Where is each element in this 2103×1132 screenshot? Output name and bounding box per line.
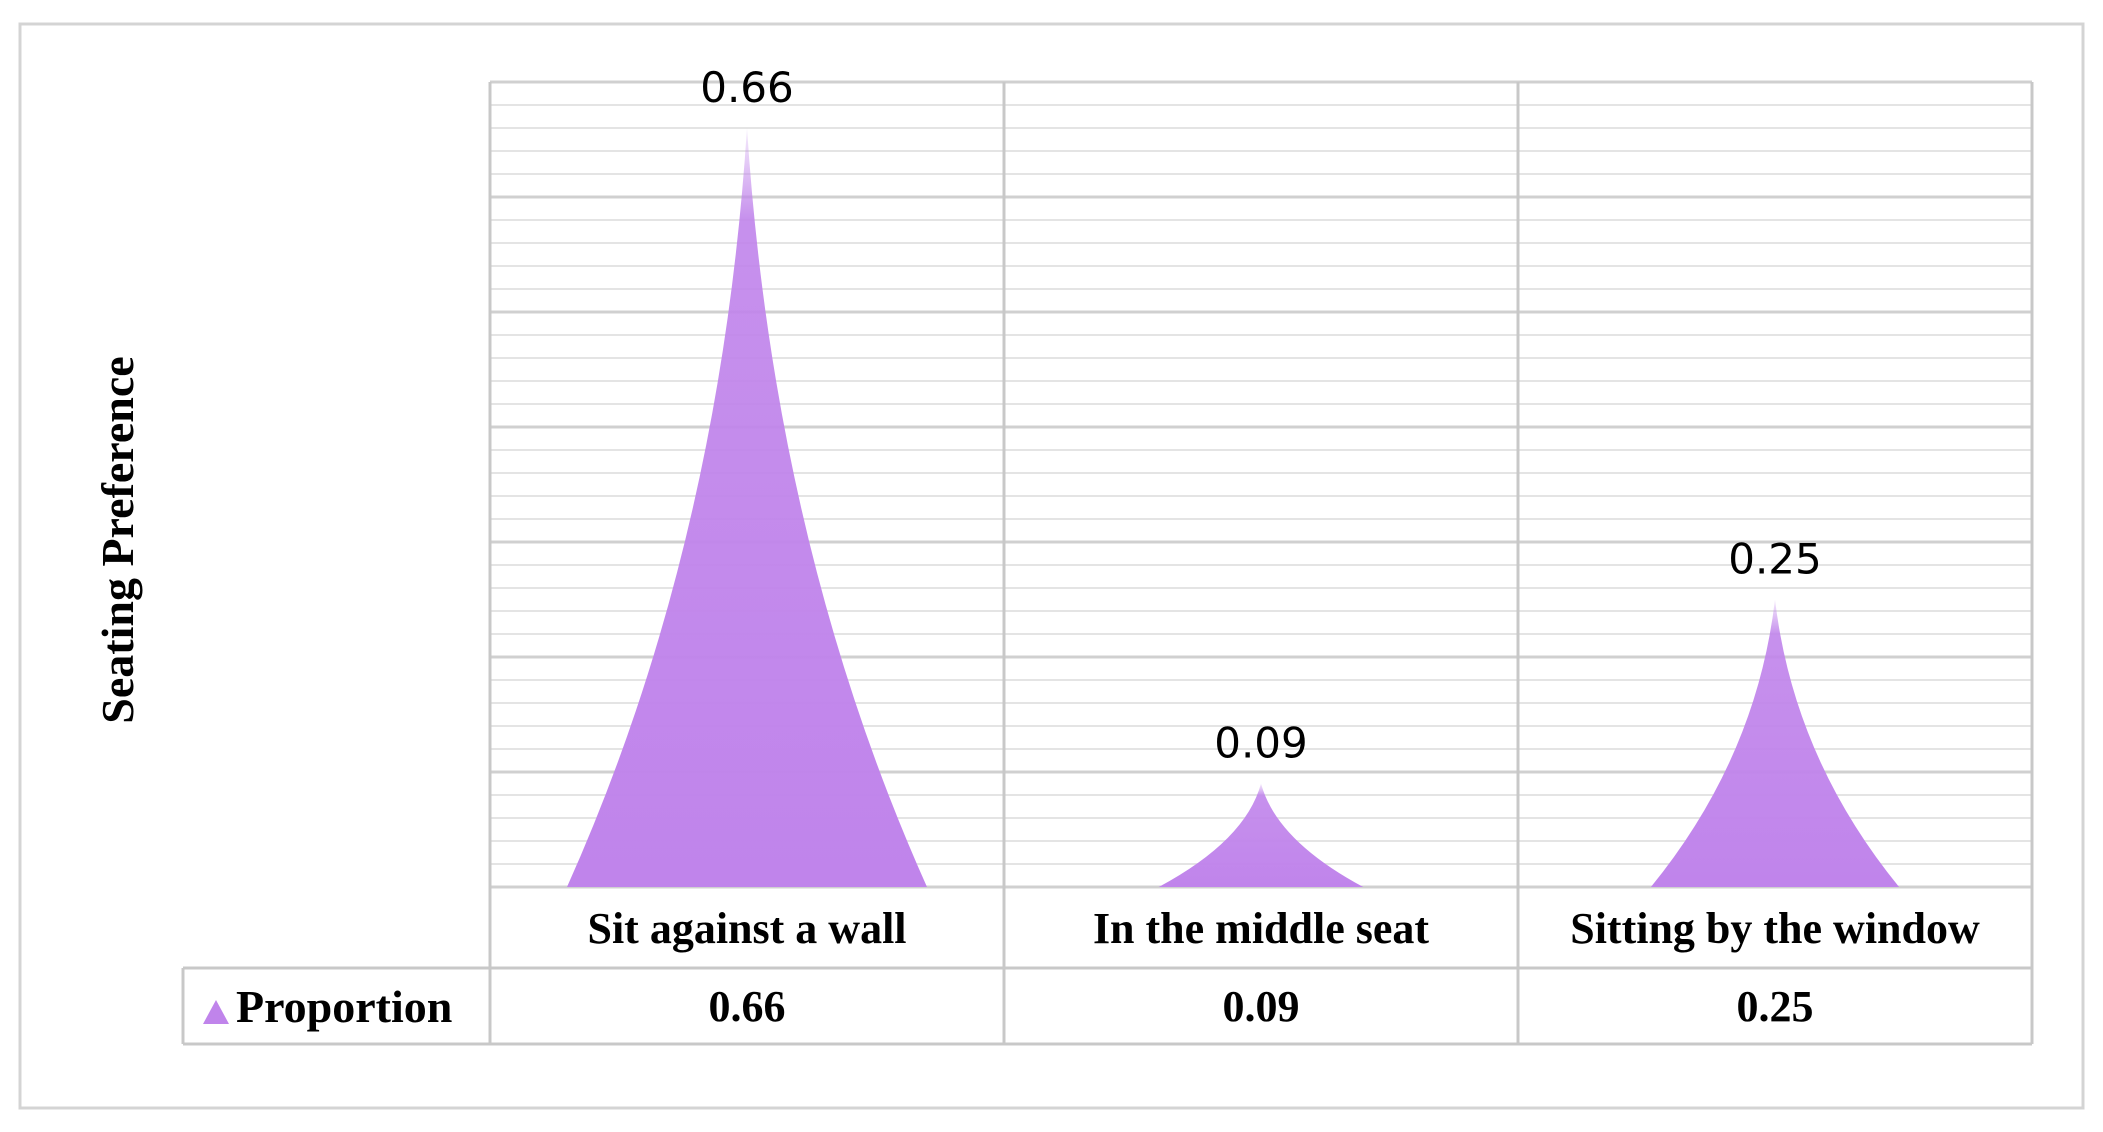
data-label: 0.09: [1214, 719, 1308, 768]
category-label: Sitting by the window: [1570, 904, 1980, 953]
y-axis-title: Seating Preference: [92, 356, 143, 723]
bar: [567, 128, 927, 887]
data-label: 0.66: [700, 63, 794, 112]
category-label: Sit against a wall: [587, 904, 906, 953]
legend-marker: [203, 1000, 229, 1024]
data-label: 0.25: [1728, 535, 1822, 584]
bar: [1158, 783, 1364, 887]
category-label: In the middle seat: [1093, 904, 1429, 953]
plot-area: 0.66 0.09 0.25: [567, 63, 1900, 887]
table-value: 0.66: [709, 982, 786, 1031]
legend-label: Proportion: [236, 981, 452, 1032]
table-value: 0.09: [1223, 982, 1300, 1031]
table-value: 0.25: [1737, 982, 1814, 1031]
data-table: Sit against a wall 0.66 In the middle seat…: [181, 904, 2032, 1046]
bar: [1650, 599, 1900, 887]
